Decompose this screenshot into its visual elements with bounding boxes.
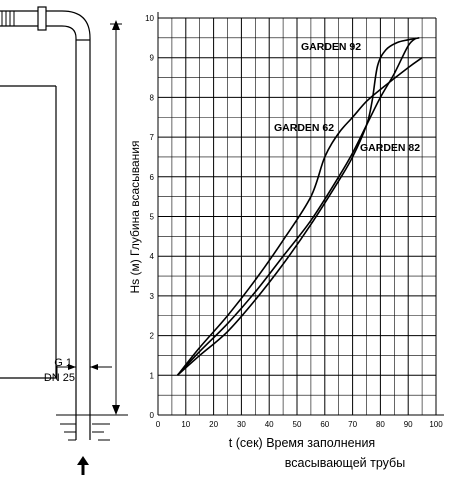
suction-depth-chart: 0 10 20 30 40 50 60 70 80 90 100 0 1 2 3 4 5 6 7 8 9 10 GARD… [128,12,444,470]
diameter-arrow-right [90,364,98,370]
series-line-garden-82 [176,37,418,376]
y-tick-label: 1 [150,371,155,380]
y-tick-label: 4 [150,252,155,261]
y-tick-label: 9 [150,54,155,63]
y-tick-labels: 0 1 2 3 4 5 6 7 8 9 10 [145,14,154,420]
x-tick-label: 90 [404,420,413,429]
pipe-size-label: G 1 [54,357,72,369]
x-axis-label-line2: всасывающей трубы [285,456,405,470]
x-tick-label: 30 [237,420,246,429]
series-label-garden-92: GARDEN 92 [301,41,361,53]
series-label-garden-62: GARDEN 62 [274,122,334,134]
y-tick-label: 10 [145,14,154,23]
series-label-garden-82: GARDEN 82 [360,142,420,154]
pipe-coupling [37,6,47,31]
y-tick-label: 7 [150,133,155,142]
x-tick-label: 10 [181,420,190,429]
x-tick-label: 60 [320,420,329,429]
x-tick-label: 100 [429,420,443,429]
chart-grid [157,12,444,416]
top-pipe-ribs [1,11,15,26]
x-tick-label: 80 [376,420,385,429]
depth-arrow-top [112,20,120,30]
depth-arrow-bottom [112,405,120,415]
y-tick-label: 8 [150,93,155,102]
x-tick-label: 20 [209,420,218,429]
y-tick-label: 5 [150,213,155,222]
elbow-outer [61,10,91,39]
water-hatching [60,423,110,441]
y-axis-label: Hs (м) Глубина всасывания [128,140,142,293]
x-axis-label-line1: t (сек) Время заполнения [229,436,375,450]
y-tick-label: 3 [150,292,155,301]
series-line-garden-92 [176,37,420,376]
flow-arrow-head [77,456,89,465]
x-tick-label: 0 [156,420,161,429]
y-tick-label: 2 [150,332,155,341]
series-line-garden-62 [176,57,423,376]
pipe-dn-label: DN 25 [44,372,75,384]
elbow-inner [61,25,77,39]
y-tick-label: 6 [150,173,155,182]
x-tick-label: 40 [265,420,274,429]
diameter-arrow-left [68,364,76,370]
chart-series [176,37,423,376]
pipe-installation-diagram [0,6,128,475]
y-tick-label: 0 [150,411,155,420]
x-tick-label: 50 [293,420,302,429]
x-tick-label: 70 [348,420,357,429]
x-tick-labels: 0 10 20 30 40 50 60 70 80 90 100 [156,420,443,429]
